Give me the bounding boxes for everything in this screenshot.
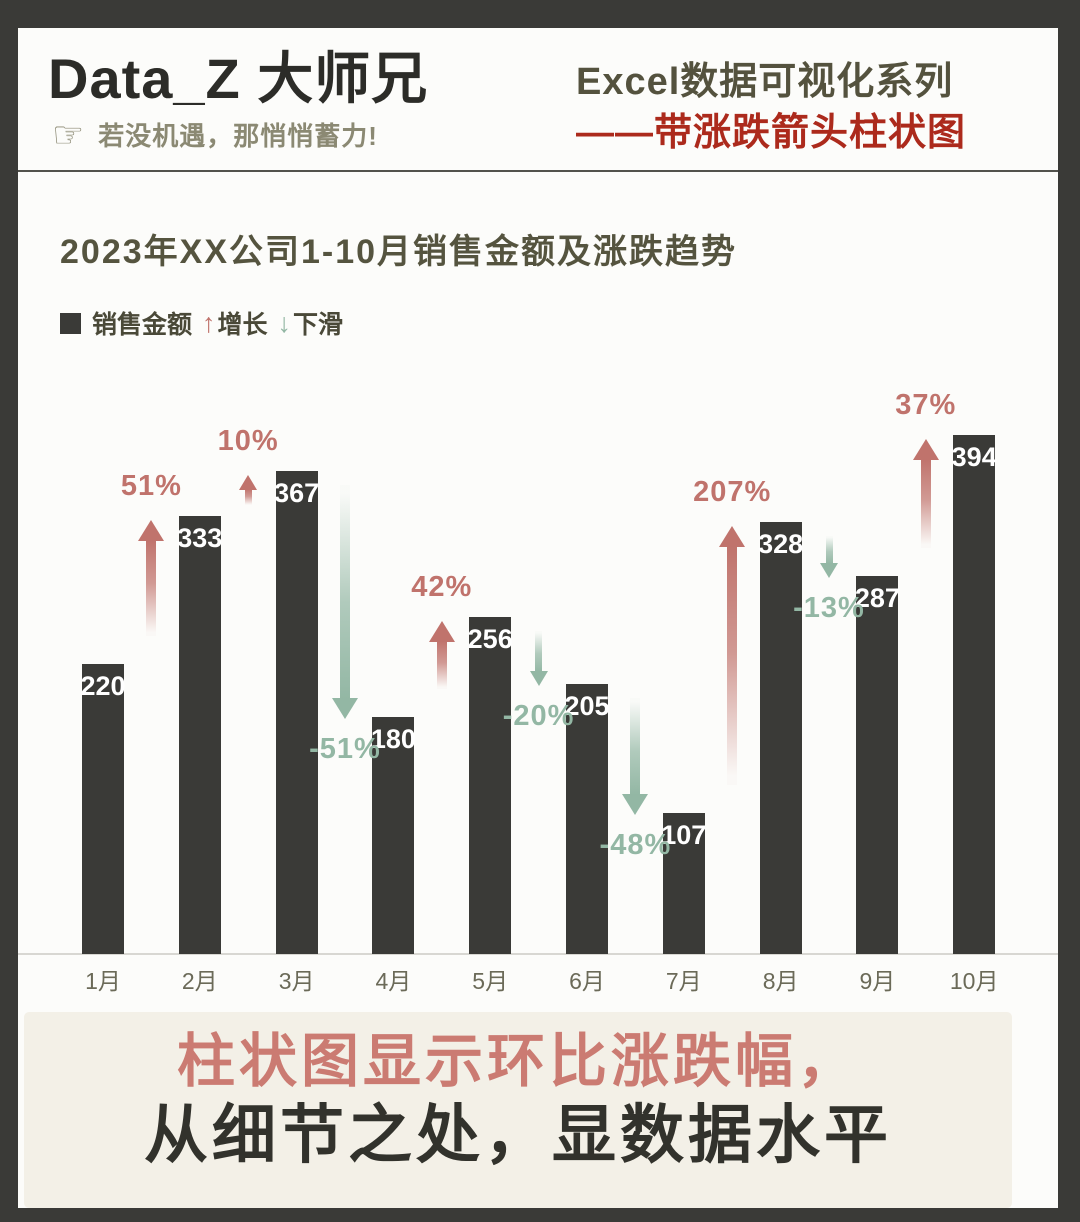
series-title: Excel数据可视化系列: [576, 61, 954, 103]
x-axis-line: [18, 953, 1058, 955]
arrow-head: [332, 698, 358, 720]
arrow-head: [428, 620, 455, 642]
x-tick-5月: 5月: [472, 968, 509, 994]
change-label-4月: -51%: [309, 733, 381, 766]
bar-value-8月: 328: [758, 529, 804, 560]
arrow-shaft: [340, 484, 350, 700]
down-arrow-icon-4月: [332, 484, 358, 720]
legend-sales-swatch: [60, 312, 81, 334]
arrow-head: [622, 794, 649, 816]
series-subtitle: ——带涨跌箭头柱状图: [576, 112, 967, 154]
arrow-shaft: [244, 488, 252, 505]
bar-value-9月: 287: [854, 583, 900, 614]
down-arrow-icon-6月: [529, 630, 548, 687]
pointing-hand-icon: ☞: [52, 113, 85, 155]
legend-sales-label: 销售金额: [92, 311, 193, 339]
up-arrow-icon-10月: [912, 439, 939, 549]
arrow-head: [820, 563, 838, 579]
x-tick-3月: 3月: [278, 968, 315, 994]
bar-4月: [372, 717, 415, 954]
bar-7月: [662, 813, 705, 954]
tagline-text: 若没机遇，那悄悄蓄力!: [98, 121, 378, 151]
legend-down-arrow-icon: ↓: [277, 307, 292, 338]
footer-line2: 从细节之处，显数据水平: [144, 1098, 892, 1171]
bar-value-6月: 205: [564, 691, 610, 722]
legend-up-arrow-icon: ↑: [202, 307, 216, 338]
x-tick-4月: 4月: [375, 968, 412, 994]
bar-3月: [275, 470, 318, 954]
change-label-3月: 10%: [217, 424, 279, 457]
x-tick-2月: 2月: [181, 968, 218, 994]
legend-down-label: 下滑: [293, 311, 344, 339]
arrow-head: [138, 519, 165, 541]
up-arrow-icon-3月: [239, 474, 258, 505]
bar-8月: [759, 522, 802, 954]
arrow-head: [719, 526, 746, 548]
bar-value-3月: 367: [274, 477, 320, 508]
change-label-7月: -48%: [599, 829, 672, 862]
bar-5月: [469, 616, 512, 954]
legend-up-label: 增长: [217, 311, 268, 339]
x-tick-9月: 9月: [859, 968, 896, 994]
up-arrow-icon-5月: [428, 620, 455, 690]
x-tick-8月: 8月: [762, 968, 799, 994]
change-label-2月: 51%: [120, 469, 182, 502]
bar-10月: [953, 435, 996, 954]
chart-legend: 销售金额 ↑ 增长 ↓ 下滑: [60, 305, 343, 341]
change-label-9月: -13%: [793, 592, 865, 625]
bar-9月: [856, 576, 899, 954]
up-arrow-icon-8月: [719, 526, 746, 786]
bar-value-7月: 107: [661, 820, 707, 851]
chart-title: 2023年XX公司1-10月销售金额及涨跌趋势: [60, 233, 738, 271]
arrow-shaft: [825, 536, 833, 565]
x-tick-7月: 7月: [665, 968, 702, 994]
bar-value-10月: 394: [951, 442, 997, 473]
arrow-head: [912, 439, 939, 461]
arrow-shaft: [920, 459, 931, 549]
arrow-shaft: [727, 546, 738, 786]
arrow-head: [239, 474, 258, 490]
x-tick-10月: 10月: [949, 968, 999, 994]
arrow-shaft: [535, 630, 543, 673]
brand-tagline: ☞ 若没机遇，那悄悄蓄力!: [52, 116, 378, 153]
arrow-shaft: [630, 698, 641, 796]
bar-6月: [566, 684, 608, 954]
footer-banner: 柱状图显示环比涨跌幅， 从细节之处，显数据水平: [24, 1012, 1012, 1208]
change-label-5月: 42%: [411, 570, 473, 603]
bar-value-2月: 333: [177, 522, 223, 553]
brand-title: Data_Z 大师兄: [48, 47, 429, 110]
x-tick-6月: 6月: [569, 968, 605, 994]
change-label-10月: 37%: [895, 389, 957, 422]
bar-value-5月: 256: [467, 623, 513, 654]
arrow-shaft: [436, 640, 447, 690]
bar-2月: [178, 515, 221, 954]
bar-value-1月: 220: [80, 671, 126, 702]
down-arrow-icon-7月: [622, 698, 649, 816]
change-label-8月: 207%: [693, 476, 772, 509]
up-arrow-icon-2月: [138, 519, 165, 637]
arrow-head: [529, 671, 548, 687]
arrow-shaft: [146, 539, 157, 637]
footer-line1: 柱状图显示环比涨跌幅，: [176, 1029, 859, 1094]
down-arrow-icon-9月: [820, 536, 838, 579]
header-divider: [18, 170, 1058, 172]
change-label-6月: -20%: [502, 700, 575, 733]
bar-1月: [82, 664, 124, 954]
x-tick-1月: 1月: [85, 968, 121, 994]
bar-value-4月: 180: [370, 724, 416, 755]
